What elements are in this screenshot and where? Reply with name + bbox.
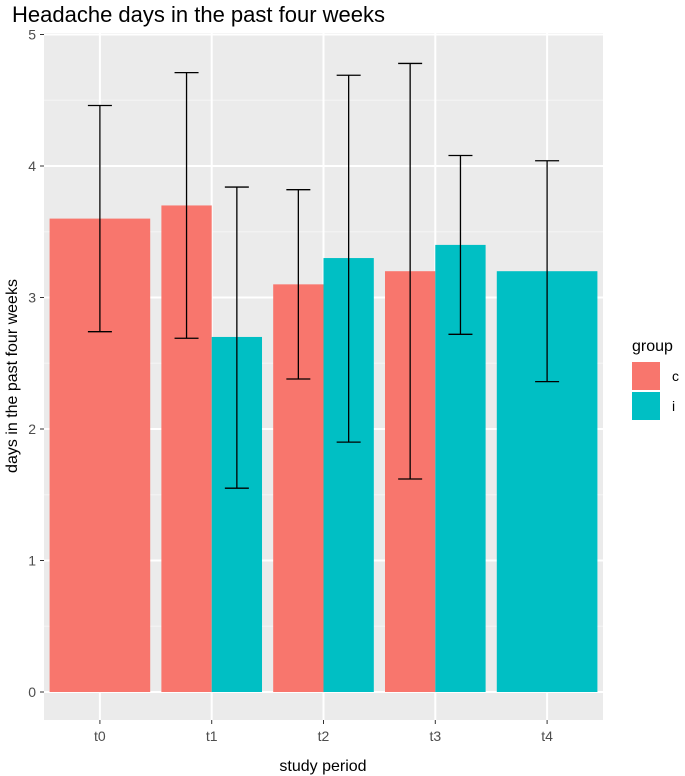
y-tick-label: 4 bbox=[28, 158, 36, 174]
y-tick-label: 5 bbox=[28, 27, 36, 43]
error-bar-c-t1 bbox=[174, 71, 199, 339]
x-axis-title: study period bbox=[279, 758, 366, 775]
error-bar-c-t3 bbox=[398, 62, 423, 480]
error-bars bbox=[87, 62, 560, 489]
legend: group ci bbox=[632, 338, 679, 420]
y-tick-label: 0 bbox=[28, 684, 36, 700]
legend-label-i: i bbox=[672, 398, 675, 414]
chart-title: Headache days in the past four weeks bbox=[12, 2, 386, 27]
x-tick-label-t1: t1 bbox=[206, 728, 218, 744]
error-bar-i-t4 bbox=[535, 160, 560, 383]
y-tick-label: 1 bbox=[28, 553, 36, 569]
y-tick-label: 2 bbox=[28, 421, 36, 437]
y-tick-label: 3 bbox=[28, 290, 36, 306]
legend-title: group bbox=[632, 338, 673, 355]
bars bbox=[49, 205, 598, 692]
error-bar-c-t2 bbox=[286, 189, 311, 380]
legend-key-i bbox=[632, 392, 660, 420]
y-axis-title: days in the past four weeks bbox=[4, 279, 21, 473]
x-tick-label-t2: t2 bbox=[318, 728, 330, 744]
x-tick-label-t3: t3 bbox=[429, 728, 441, 744]
error-bar-i-t1 bbox=[224, 186, 249, 489]
error-bar-i-t2 bbox=[336, 74, 361, 443]
x-tick-label-t4: t4 bbox=[541, 728, 553, 744]
legend-label-c: c bbox=[672, 368, 679, 384]
legend-key-c bbox=[632, 362, 660, 390]
x-tick-label-t0: t0 bbox=[94, 728, 106, 744]
error-bar-i-t3 bbox=[448, 154, 473, 335]
axes: 0 1 2 3 4 5 t0 t1 t2 t3 t4 bbox=[28, 27, 553, 745]
error-bar-c-t0 bbox=[87, 104, 112, 333]
